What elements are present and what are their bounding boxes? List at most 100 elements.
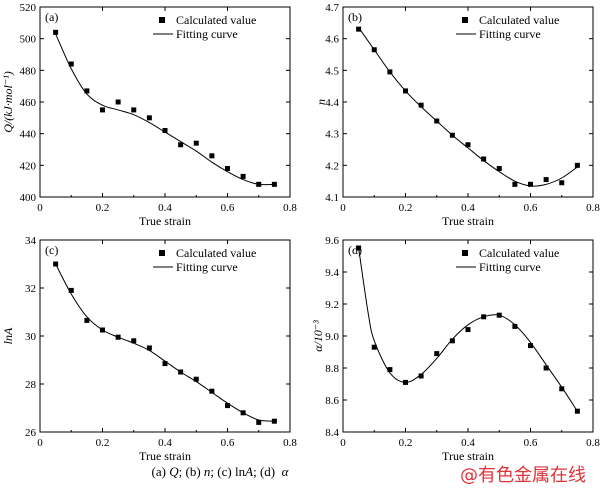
caption-b-tag: (b): [185, 464, 201, 479]
x-axis-title: True strain: [139, 214, 191, 228]
data-point: [559, 386, 565, 392]
data-point: [271, 181, 277, 187]
data-point: [481, 156, 487, 162]
y-tick-label: 4.6: [325, 34, 339, 46]
data-point: [209, 388, 215, 394]
x-tick-label: 0.4: [158, 437, 172, 449]
data-point: [115, 334, 121, 340]
data-point: [356, 26, 362, 32]
caption-a-symbol: Q: [169, 464, 179, 479]
data-point: [371, 47, 377, 53]
caption-b-symbol: n: [203, 464, 211, 479]
y-axis-title: α/10⁻³: [311, 320, 325, 352]
data-point: [371, 344, 377, 350]
y-tick-label: 8.8: [325, 363, 339, 375]
figure-caption: (a) Q; (b) n; (c) lnA; (d) α: [0, 464, 440, 480]
data-point: [131, 338, 137, 344]
y-tick-label: 26: [25, 427, 37, 439]
data-point: [434, 118, 440, 124]
data-point: [256, 419, 262, 425]
x-tick-label: 0: [340, 437, 346, 449]
y-tick-label: 4.7: [325, 2, 339, 14]
x-tick-label: 0.6: [524, 437, 538, 449]
data-point: [449, 338, 455, 344]
data-point: [356, 245, 362, 251]
y-tick-label: 480: [20, 65, 37, 77]
plot-frame: [342, 6, 594, 198]
data-point: [434, 351, 440, 357]
data-point: [387, 367, 393, 373]
data-point: [131, 107, 137, 113]
x-tick-label: 0: [340, 202, 346, 214]
data-point: [178, 369, 184, 375]
y-tick-label: 4.5: [325, 65, 339, 77]
data-point: [574, 408, 580, 414]
data-point: [418, 373, 424, 379]
data-point: [53, 261, 59, 267]
y-tick-label: 34: [25, 235, 37, 247]
y-tick-label: 4.3: [325, 129, 339, 141]
caption-d-tag: (d): [259, 464, 276, 479]
data-point: [387, 69, 393, 75]
x-tick-label: 0.8: [283, 437, 297, 449]
data-point: [559, 180, 565, 186]
data-point: [53, 29, 59, 35]
data-point: [528, 343, 533, 349]
x-tick-label: 0.2: [399, 437, 413, 449]
watermark: @有色金属在线: [460, 465, 586, 486]
data-point: [84, 88, 90, 94]
chart-panel-a: 0 0.2 0.4 0.6 0.8 400 420 440 460 480 500 520 True s…: [1, 2, 297, 228]
y-tick-label: 440: [20, 129, 37, 141]
data-point: [68, 61, 74, 67]
legend-marker: [159, 250, 165, 256]
x-axis-title: True strain: [139, 449, 191, 463]
y-tick-label: 28: [25, 379, 37, 391]
y-tick-label: 9.6: [325, 235, 339, 247]
caption-a-tag: (a): [151, 464, 166, 479]
legend-label: Fitting curve: [176, 27, 238, 41]
x-tick-label: 0.6: [524, 202, 538, 214]
data-point: [146, 115, 152, 121]
data-point: [100, 327, 105, 333]
caption-c-symbol: ln: [234, 464, 246, 479]
data-point: [100, 107, 105, 113]
plot-frame: [39, 239, 291, 433]
x-tick-label: 0.2: [96, 437, 110, 449]
y-axis-title: lnA: [1, 327, 15, 344]
x-tick-label: 0.8: [283, 202, 297, 214]
data-point: [403, 88, 408, 94]
y-tick-label: 520: [20, 2, 37, 14]
y-tick-label: 400: [20, 192, 37, 204]
caption-c-symbol-2: A: [245, 464, 254, 479]
data-point: [162, 361, 168, 367]
x-tick-label: 0: [37, 437, 43, 449]
data-point: [162, 128, 168, 133]
y-tick-label: 4.1: [325, 192, 339, 204]
caption-sep-1: ;: [178, 464, 186, 479]
y-tick-label: 500: [20, 34, 37, 46]
legend-marker: [462, 17, 468, 23]
caption-d-symbol: α: [281, 464, 289, 479]
y-tick-label: 4.4: [325, 97, 339, 109]
y-tick-label: 8.6: [325, 395, 339, 407]
fitting-curve: [358, 247, 578, 412]
data-point: [574, 162, 580, 168]
x-tick-label: 0.4: [461, 202, 475, 214]
y-tick-label: 32: [25, 283, 36, 295]
legend-marker: [159, 17, 165, 23]
x-axis-title: True strain: [442, 214, 494, 228]
data-point: [146, 345, 152, 351]
data-point: [193, 376, 199, 382]
chart-panel-b: 0 0.2 0.4 0.6 0.8 4.1 4.2 4.3 4.4 4.5 4.6 4.7 True s…: [314, 2, 600, 228]
x-tick-label: 0.8: [586, 437, 600, 449]
x-tick-label: 0.2: [399, 202, 413, 214]
legend-label: Fitting curve: [479, 260, 541, 274]
data-point: [193, 140, 199, 146]
y-tick-label: 30: [25, 331, 37, 343]
data-point: [240, 173, 246, 179]
data-point: [256, 181, 262, 187]
y-tick-label: 4.2: [325, 160, 339, 172]
legend-label: Calculated value: [479, 246, 559, 260]
y-tick-label: 9.0: [325, 331, 339, 343]
